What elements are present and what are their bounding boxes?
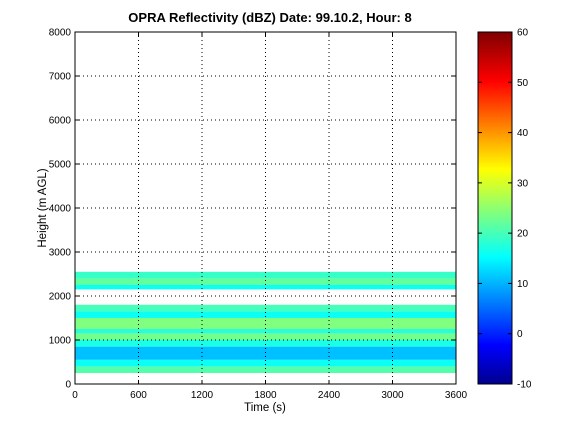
colorbar-tick-label: 60 xyxy=(517,28,529,39)
colorbar-tick-label: 10 xyxy=(517,279,529,290)
x-tick-label: 3000 xyxy=(381,390,404,401)
x-tick-label: 3600 xyxy=(445,390,468,401)
y-tick-label: 8000 xyxy=(49,28,72,39)
colorbar-ticks: -10 0 10 20 30 40 50 60 xyxy=(478,28,532,391)
y-tick-label: 7000 xyxy=(49,72,72,83)
colorbar: -10 0 10 20 30 40 50 60 xyxy=(477,28,532,391)
colorbar-tick-label: 20 xyxy=(517,229,529,240)
reflectivity-layers xyxy=(75,271,456,373)
y-tick-label: 5000 xyxy=(49,160,72,171)
y-tick-label: 2000 xyxy=(49,292,72,303)
reflectivity-layer xyxy=(75,271,456,279)
reflectivity-layer xyxy=(75,346,456,360)
reflectivity-layer xyxy=(75,311,456,318)
y-axis-ticks: 0 1000 2000 3000 4000 5000 6000 7000 8000 xyxy=(49,28,456,391)
x-tick-label: 1200 xyxy=(191,390,214,401)
x-tick-label: 1800 xyxy=(254,390,277,401)
grid-lines xyxy=(75,32,456,384)
colorbar-tick-label: -10 xyxy=(517,380,532,391)
y-tick-label: 4000 xyxy=(49,204,72,215)
y-tick-label: 0 xyxy=(65,380,71,391)
colorbar-gradient xyxy=(477,31,513,385)
x-axis-ticks: 0 600 1200 1800 2400 3000 3600 xyxy=(72,32,468,401)
y-axis-label: Height (m AGL) xyxy=(37,168,49,247)
x-axis-label: Time (s) xyxy=(244,402,286,414)
x-tick-label: 0 xyxy=(72,390,78,401)
reflectivity-layer xyxy=(75,359,456,367)
reflectivity-layer xyxy=(75,340,456,347)
reflectivity-layer xyxy=(75,366,456,373)
colorbar-tick-label: 0 xyxy=(517,329,523,340)
colorbar-tick-label: 30 xyxy=(517,178,529,189)
y-tick-label: 6000 xyxy=(49,116,72,127)
plot-area: 0 600 1200 1800 2400 3000 3600 0 1000 2000 3000 40… xyxy=(49,28,468,402)
chart-title: OPRA Reflectivity (dBZ) Date: 99.10.2, H… xyxy=(128,10,411,25)
x-tick-label: 2400 xyxy=(318,390,341,401)
colorbar-tick-label: 40 xyxy=(517,128,529,139)
colorbar-tick-label: 50 xyxy=(517,78,529,89)
x-tick-label: 600 xyxy=(130,390,147,401)
y-tick-label: 3000 xyxy=(49,248,72,259)
reflectivity-layer xyxy=(75,278,456,285)
reflectivity-layer xyxy=(75,318,456,329)
y-tick-label: 1000 xyxy=(49,336,72,347)
reflectivity-layer xyxy=(75,329,456,334)
